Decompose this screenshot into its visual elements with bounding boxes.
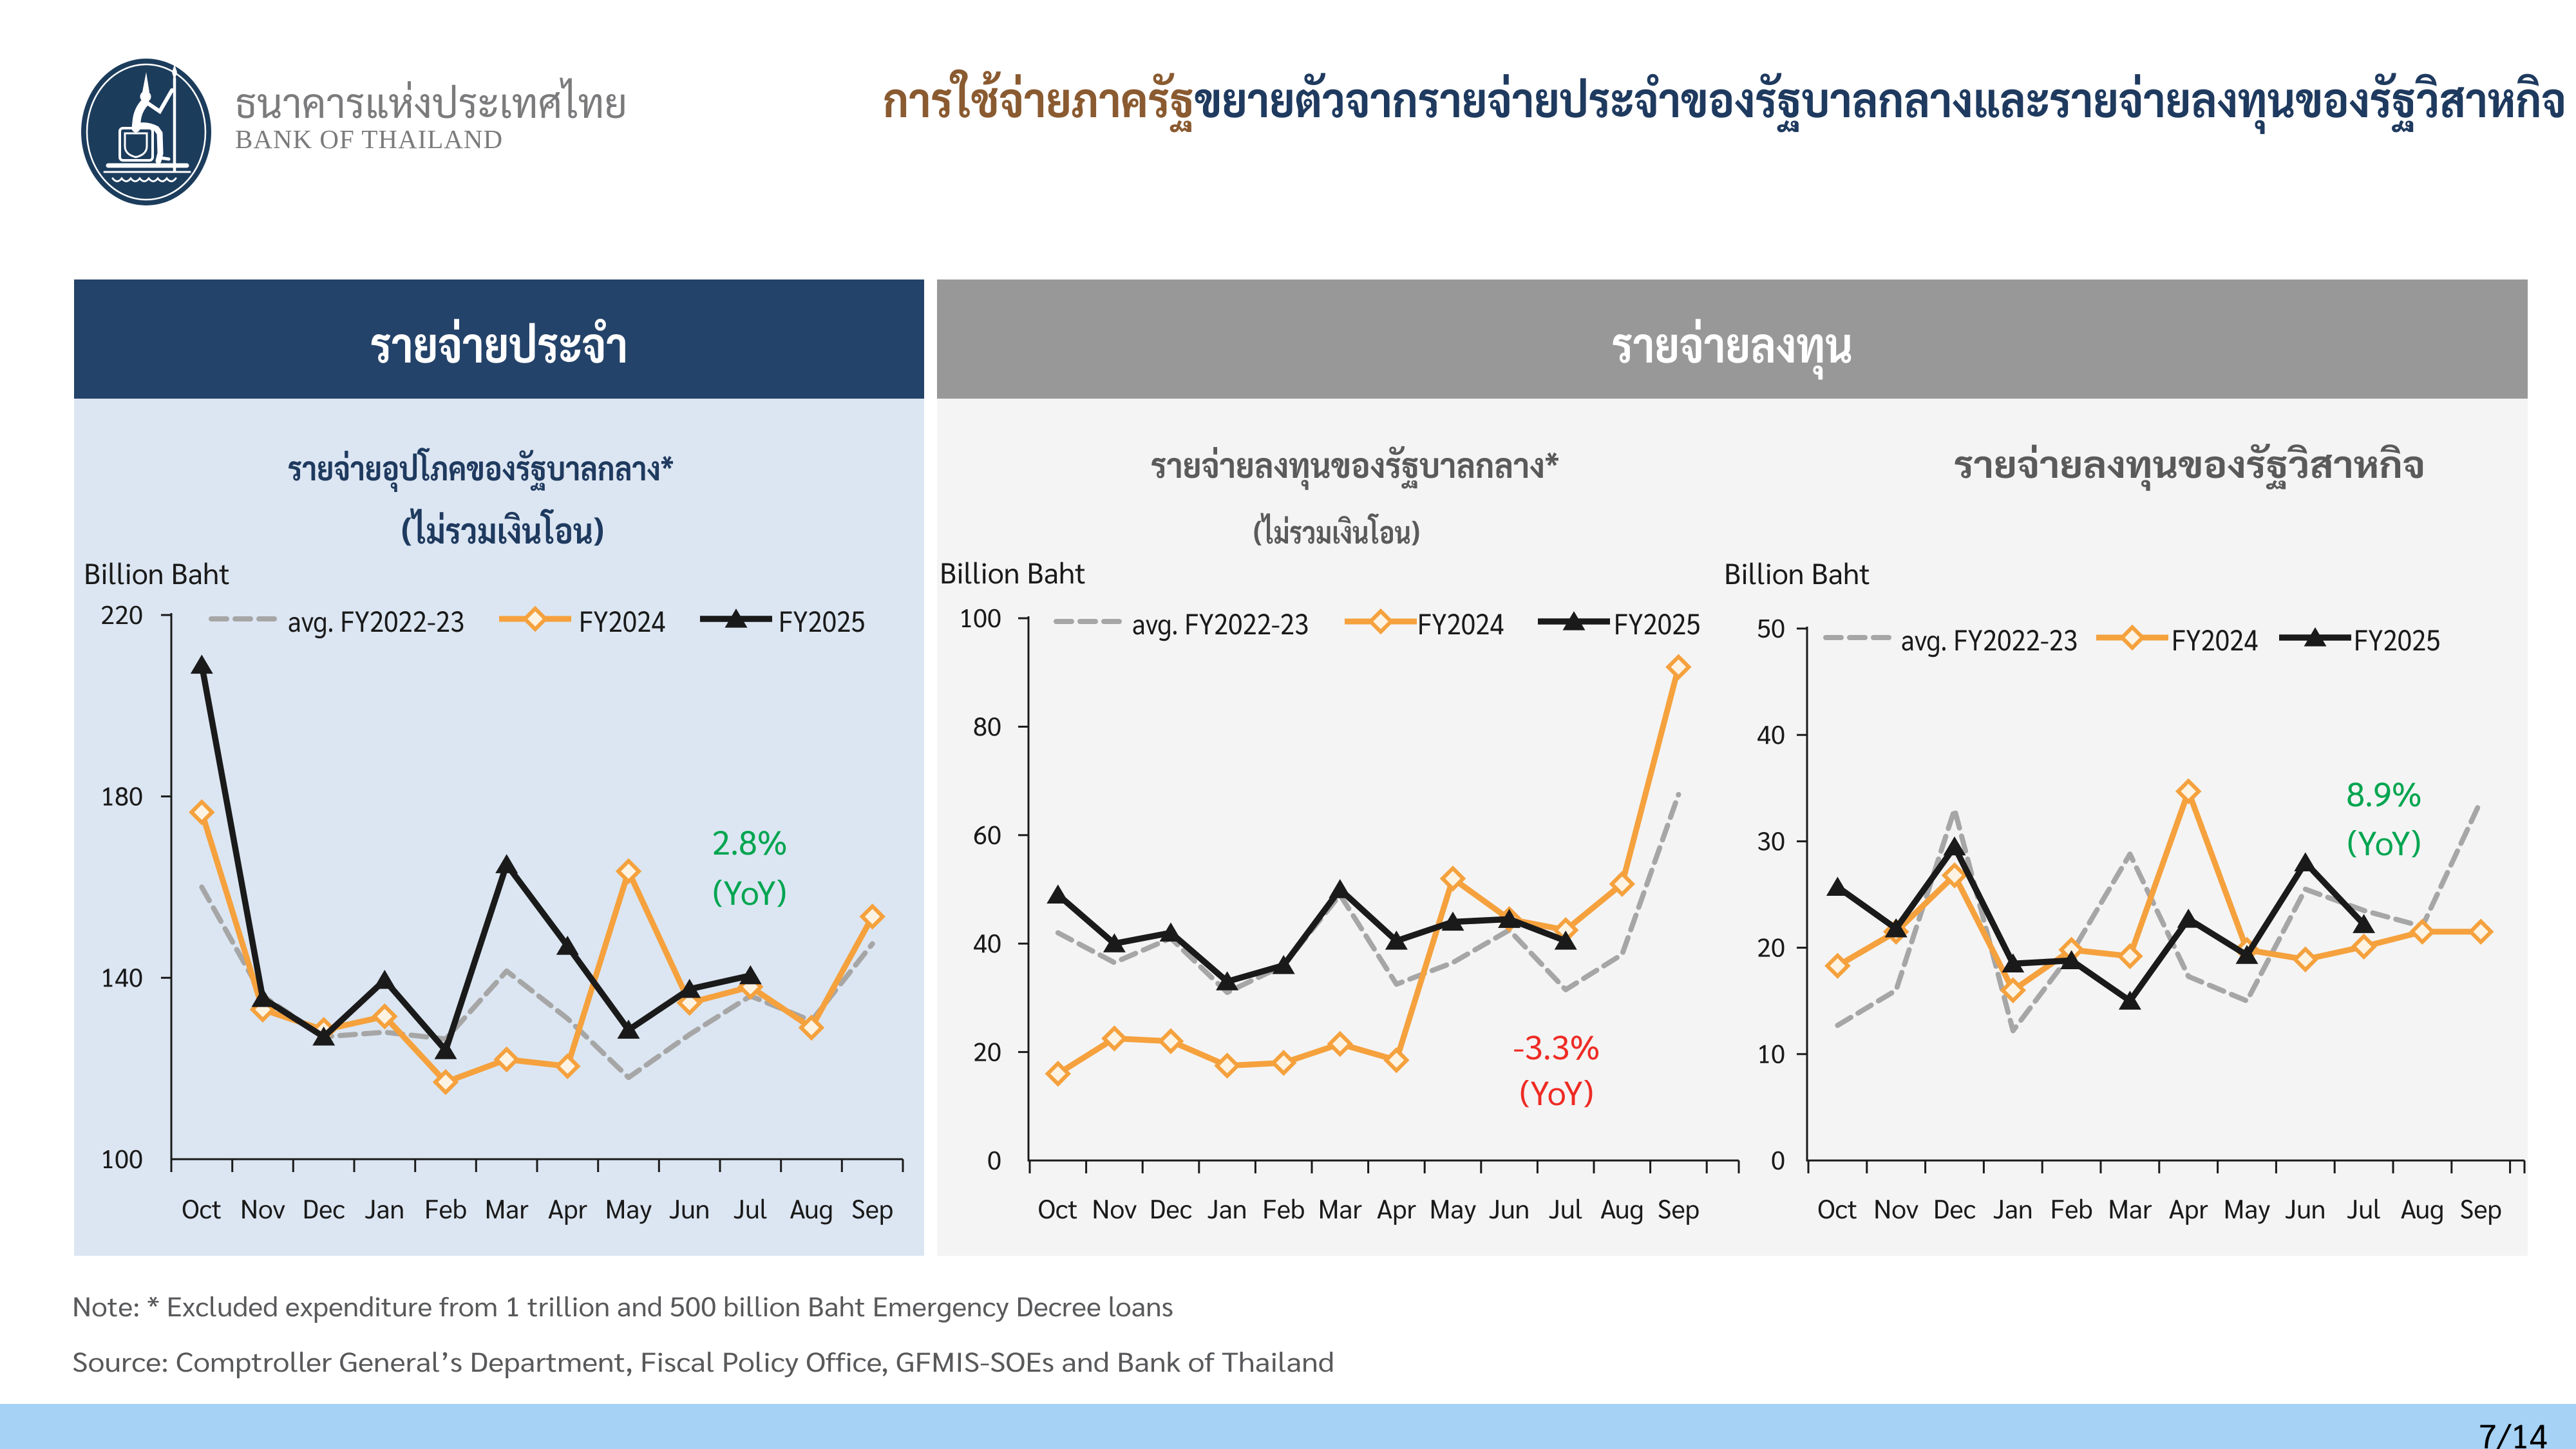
svg-text:BANK OF THAILAND: BANK OF THAILAND <box>235 124 503 154</box>
